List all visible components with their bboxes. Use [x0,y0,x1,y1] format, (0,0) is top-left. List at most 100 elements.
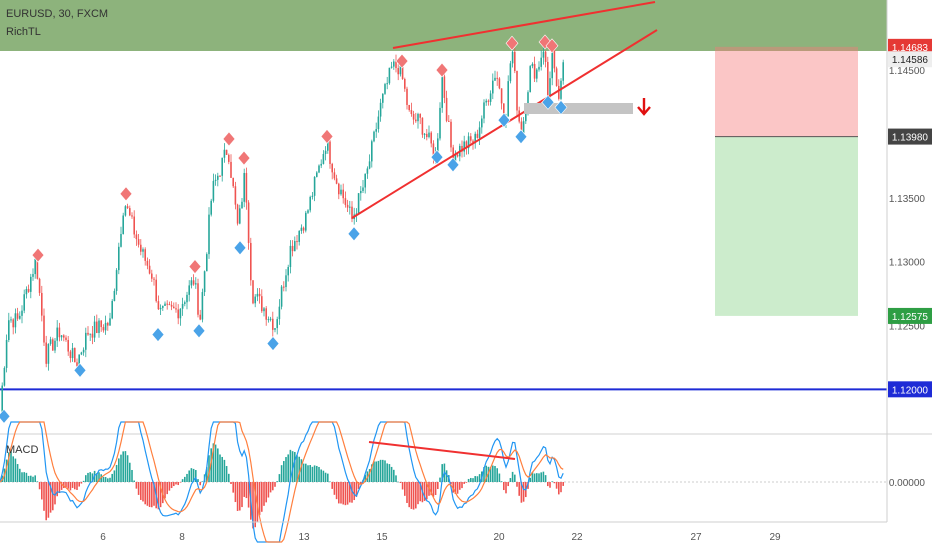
candle-body [186,294,188,303]
candle-body [58,327,61,338]
arrow-down-icon [637,98,651,116]
macd-histogram-bar [404,482,406,496]
macd-histogram-bar [56,482,58,497]
time-tick-label: 15 [376,532,388,543]
candle-body [342,189,344,199]
candle-body [137,239,140,245]
pivot-low-marker [151,327,165,343]
candle-body [228,154,230,162]
macd-histogram-bar [243,482,245,497]
candle-body [454,154,457,163]
candle-body [357,193,360,214]
candle-body [318,165,320,173]
candle-body [406,88,408,105]
candle-body [426,133,428,138]
candle-body [67,339,69,352]
macd-histogram-bar [419,482,421,502]
signal-line [0,421,564,543]
macd-histogram-bar [309,465,311,482]
macd-histogram-bar [27,475,30,482]
macd-histogram-bar [511,471,514,482]
macd-histogram-bar [153,482,155,506]
macd-histogram-bar [437,482,439,490]
macd-histogram-bar [283,461,285,482]
candle-body [3,367,6,386]
price-axis[interactable]: 1.145001.140001.135001.130001.125001.146… [888,38,932,489]
candle-body [280,286,283,307]
candle-body [421,117,424,135]
candle-body [146,260,149,266]
macd-histogram-bar [265,482,267,503]
macd-histogram-bar [159,482,162,508]
price-badge [888,51,932,68]
macd-histogram-bar [432,482,435,497]
macd-histogram-bar [538,473,540,482]
upper-trendline[interactable] [392,1,656,49]
candle-body [80,352,83,355]
candle-body [252,280,254,304]
macd-histogram-bar [36,481,39,482]
macd-histogram-bar [78,482,80,487]
candle-body [38,278,41,293]
candle-body [30,276,32,292]
candle-body [10,319,12,321]
candle-body [544,51,547,62]
macd-histogram-bar [60,482,63,490]
macd-histogram-bar [289,449,292,482]
macd-histogram-bar [364,474,366,482]
macd-histogram-bar [393,469,395,482]
macd-histogram-bar [89,472,91,482]
pivot-high-marker [320,128,334,144]
pivot-low-marker [347,226,361,242]
candle-body [256,293,259,297]
macd-histogram-bar [509,478,512,482]
macd-histogram-bar [529,477,531,482]
candle-body [265,308,267,320]
candle-body [441,76,443,108]
position-stop-area[interactable] [715,46,858,137]
candle-body [500,88,503,104]
candle-body [98,320,100,333]
candle-body [122,215,124,234]
time-axis[interactable]: 6 8 13 15 20 22 27 29 [100,532,781,543]
macd-histogram-bar [285,457,287,482]
macd-divergence-line[interactable] [368,441,516,460]
breakdown-box[interactable] [524,103,633,114]
candle-body [549,78,551,96]
candle-body [377,116,380,130]
macd-histogram-bar [426,482,428,500]
price-candles [1,42,564,414]
candle-body [177,309,179,319]
pivot-high-marker [505,35,519,51]
macd-histogram-bar [322,470,325,482]
candle-body [331,163,333,173]
candle-body [153,278,155,280]
macd-histogram-bar [122,451,124,482]
macd-histogram-bar [349,482,351,503]
macd-histogram-bar [505,482,507,494]
candle-body [287,267,289,276]
candle-body [496,77,498,79]
candle-body [410,110,413,115]
macd-histogram-bar [452,482,454,493]
candle-body [487,100,490,102]
candle-body [181,303,184,309]
candle-body [551,48,553,79]
macd-histogram-bar [489,466,492,482]
candle-body [236,204,239,224]
position-target-area[interactable] [715,136,858,316]
candle-body [188,285,190,295]
candle-body [450,121,452,148]
macd-histogram-bar [555,482,558,489]
candle-body [516,70,518,111]
candle-body [346,204,349,208]
candle-body [298,230,300,242]
pivot-low-marker [233,240,247,256]
candle-body [100,320,102,328]
candle-body [555,68,558,86]
macd-histogram-bar [441,464,443,482]
macd-histogram-bar [63,482,65,489]
macd-histogram-bar [500,481,503,482]
candle-body [300,227,303,231]
